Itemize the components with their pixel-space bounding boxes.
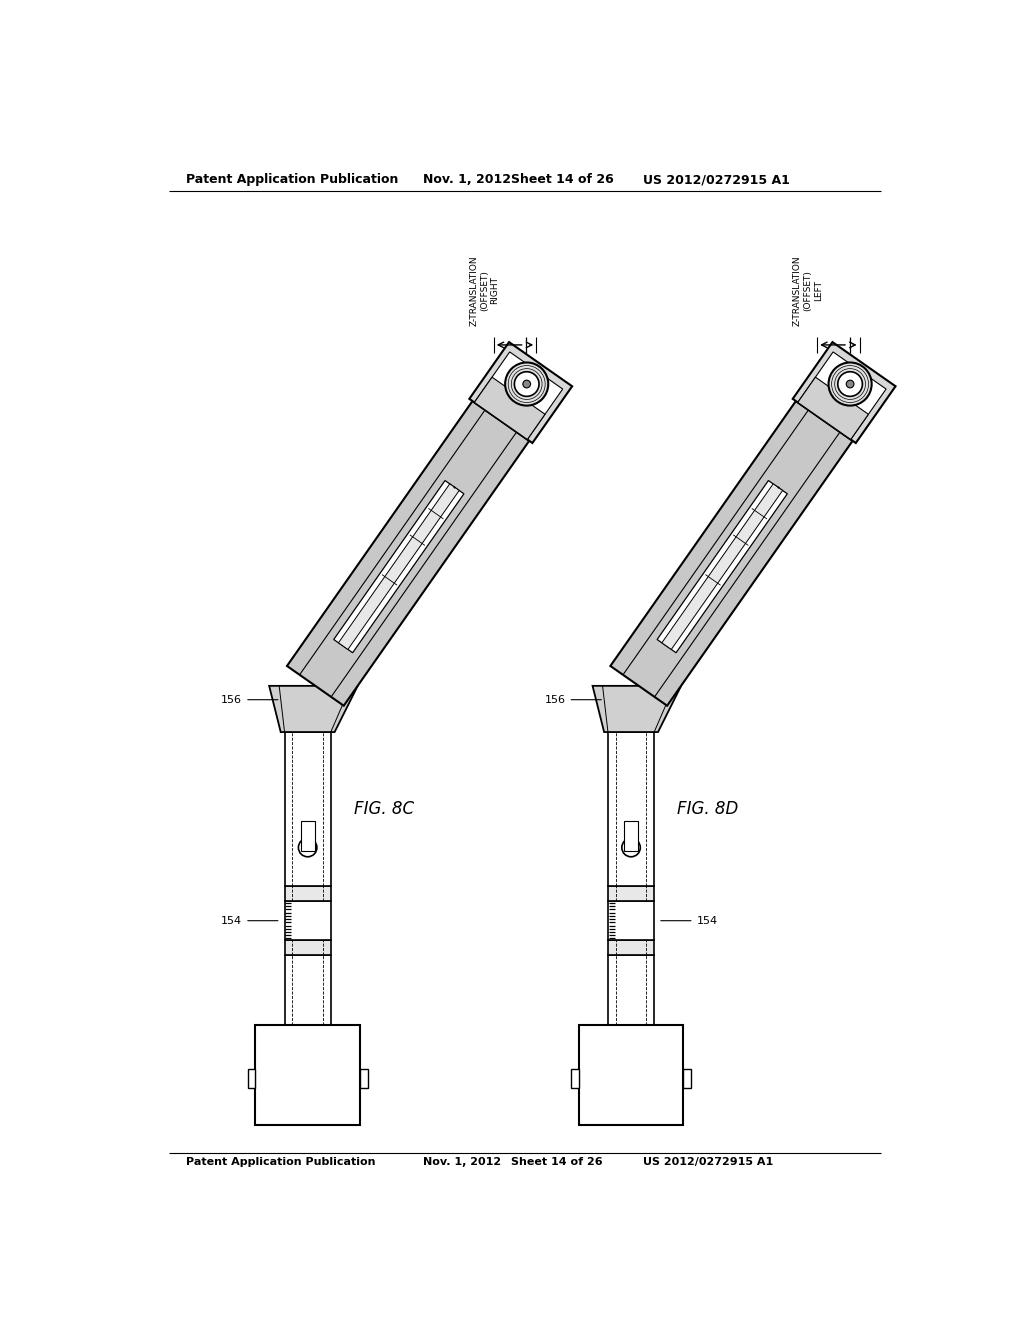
Bar [285, 940, 331, 956]
Text: 156: 156 [221, 694, 278, 705]
Bar [360, 1069, 368, 1088]
Bar [608, 902, 654, 940]
Text: Patent Application Publication: Patent Application Publication [186, 173, 398, 186]
Text: Patent Application Publication: Patent Application Publication [186, 1158, 376, 1167]
Circle shape [622, 838, 640, 857]
Text: US 2012/0272915 A1: US 2012/0272915 A1 [643, 173, 791, 186]
Polygon shape [269, 686, 357, 733]
Circle shape [505, 363, 548, 405]
Polygon shape [593, 686, 681, 733]
Bar [683, 1069, 691, 1088]
Text: Z-TRANSLATION
(OFFSET)
RIGHT: Z-TRANSLATION (OFFSET) RIGHT [470, 255, 500, 326]
Bar [608, 956, 654, 1024]
Bar [255, 1024, 360, 1125]
Polygon shape [334, 480, 464, 652]
Polygon shape [798, 352, 886, 440]
Text: Nov. 1, 2012: Nov. 1, 2012 [423, 1158, 502, 1167]
Text: 154: 154 [660, 916, 718, 925]
Circle shape [298, 838, 316, 857]
Polygon shape [474, 378, 545, 440]
Bar [625, 821, 638, 851]
Text: FIG. 8D: FIG. 8D [677, 800, 738, 818]
Polygon shape [474, 352, 562, 440]
Polygon shape [657, 480, 787, 652]
Polygon shape [662, 484, 782, 649]
Bar [571, 1069, 579, 1088]
Polygon shape [339, 484, 459, 649]
Text: 154: 154 [221, 916, 278, 925]
Bar [608, 733, 654, 886]
Circle shape [846, 380, 854, 388]
Polygon shape [287, 401, 529, 706]
Bar [608, 886, 654, 902]
Bar [285, 956, 331, 1024]
Text: US 2012/0272915 A1: US 2012/0272915 A1 [643, 1158, 773, 1167]
Text: Z-TRANSLATION
(OFFSET)
LEFT: Z-TRANSLATION (OFFSET) LEFT [793, 255, 823, 326]
Circle shape [828, 363, 871, 405]
Bar [301, 821, 314, 851]
Bar [285, 902, 331, 940]
Text: Sheet 14 of 26: Sheet 14 of 26 [511, 173, 613, 186]
Bar [608, 940, 654, 956]
Circle shape [523, 380, 530, 388]
Polygon shape [798, 378, 868, 440]
Circle shape [838, 372, 862, 396]
Polygon shape [793, 342, 896, 444]
Polygon shape [610, 401, 853, 706]
Bar [285, 886, 331, 902]
Polygon shape [469, 342, 572, 444]
Circle shape [514, 372, 539, 396]
Bar [579, 1024, 683, 1125]
Text: Sheet 14 of 26: Sheet 14 of 26 [511, 1158, 602, 1167]
Bar [248, 1069, 255, 1088]
Text: FIG. 8C: FIG. 8C [354, 800, 414, 818]
Bar [285, 733, 331, 886]
Text: 156: 156 [545, 694, 601, 705]
Text: Nov. 1, 2012: Nov. 1, 2012 [423, 173, 511, 186]
